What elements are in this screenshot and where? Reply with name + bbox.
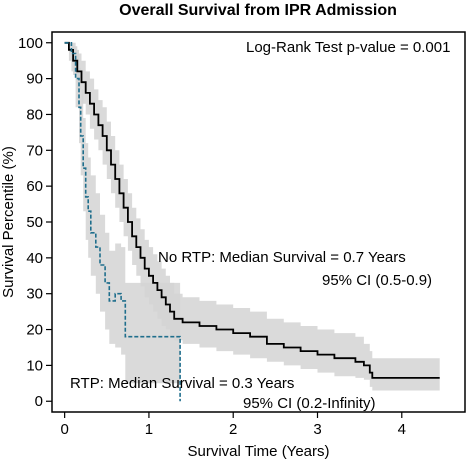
x-axis-label: Survival Time (Years) bbox=[188, 443, 330, 460]
y-tick-label: 20 bbox=[26, 322, 43, 339]
confidence-bands bbox=[64, 42, 440, 402]
y-tick-label: 80 bbox=[26, 106, 43, 123]
y-axis-label: Survival Percentile (%) bbox=[0, 146, 17, 298]
pvalue-annotation: Log-Rank Test p-value = 0.001 bbox=[246, 39, 450, 56]
x-tick-label: 0 bbox=[60, 421, 68, 438]
y-tick-label: 0 bbox=[35, 393, 43, 410]
series-lines bbox=[64, 41, 440, 402]
rtp-ci-band bbox=[64, 42, 181, 402]
y-tick-label: 60 bbox=[26, 178, 43, 195]
y-tick-label: 100 bbox=[18, 35, 43, 52]
y-tick-label: 40 bbox=[26, 250, 43, 267]
rtp-median-annotation: RTP: Median Survival = 0.3 Years bbox=[70, 375, 294, 392]
rtp-ci-annotation: 95% CI (0.2-Infinity) bbox=[243, 395, 376, 412]
no-rtp-median-annotation: No RTP: Median Survival = 0.7 Years bbox=[158, 249, 406, 266]
y-tick-label: 50 bbox=[26, 214, 43, 231]
y-axis-ticks: 0 10 20 30 40 50 60 70 80 90 100 bbox=[18, 35, 52, 410]
y-tick-label: 90 bbox=[26, 71, 43, 88]
x-tick-label: 4 bbox=[398, 421, 406, 438]
y-tick-label: 10 bbox=[26, 357, 43, 374]
x-axis-ticks: 0 1 2 3 4 bbox=[60, 412, 406, 438]
rtp-survival-curve bbox=[64, 42, 181, 402]
y-tick-label: 30 bbox=[26, 286, 43, 303]
y-tick-label: 70 bbox=[26, 142, 43, 159]
x-tick-label: 2 bbox=[229, 421, 237, 438]
chart-title: Overall Survival from IPR Admission bbox=[119, 2, 397, 19]
x-tick-label: 1 bbox=[145, 421, 153, 438]
x-tick-label: 3 bbox=[313, 421, 321, 438]
no-rtp-ci-annotation: 95% CI (0.5-0.9) bbox=[322, 272, 432, 289]
no-rtp-survival-curve bbox=[64, 41, 440, 379]
